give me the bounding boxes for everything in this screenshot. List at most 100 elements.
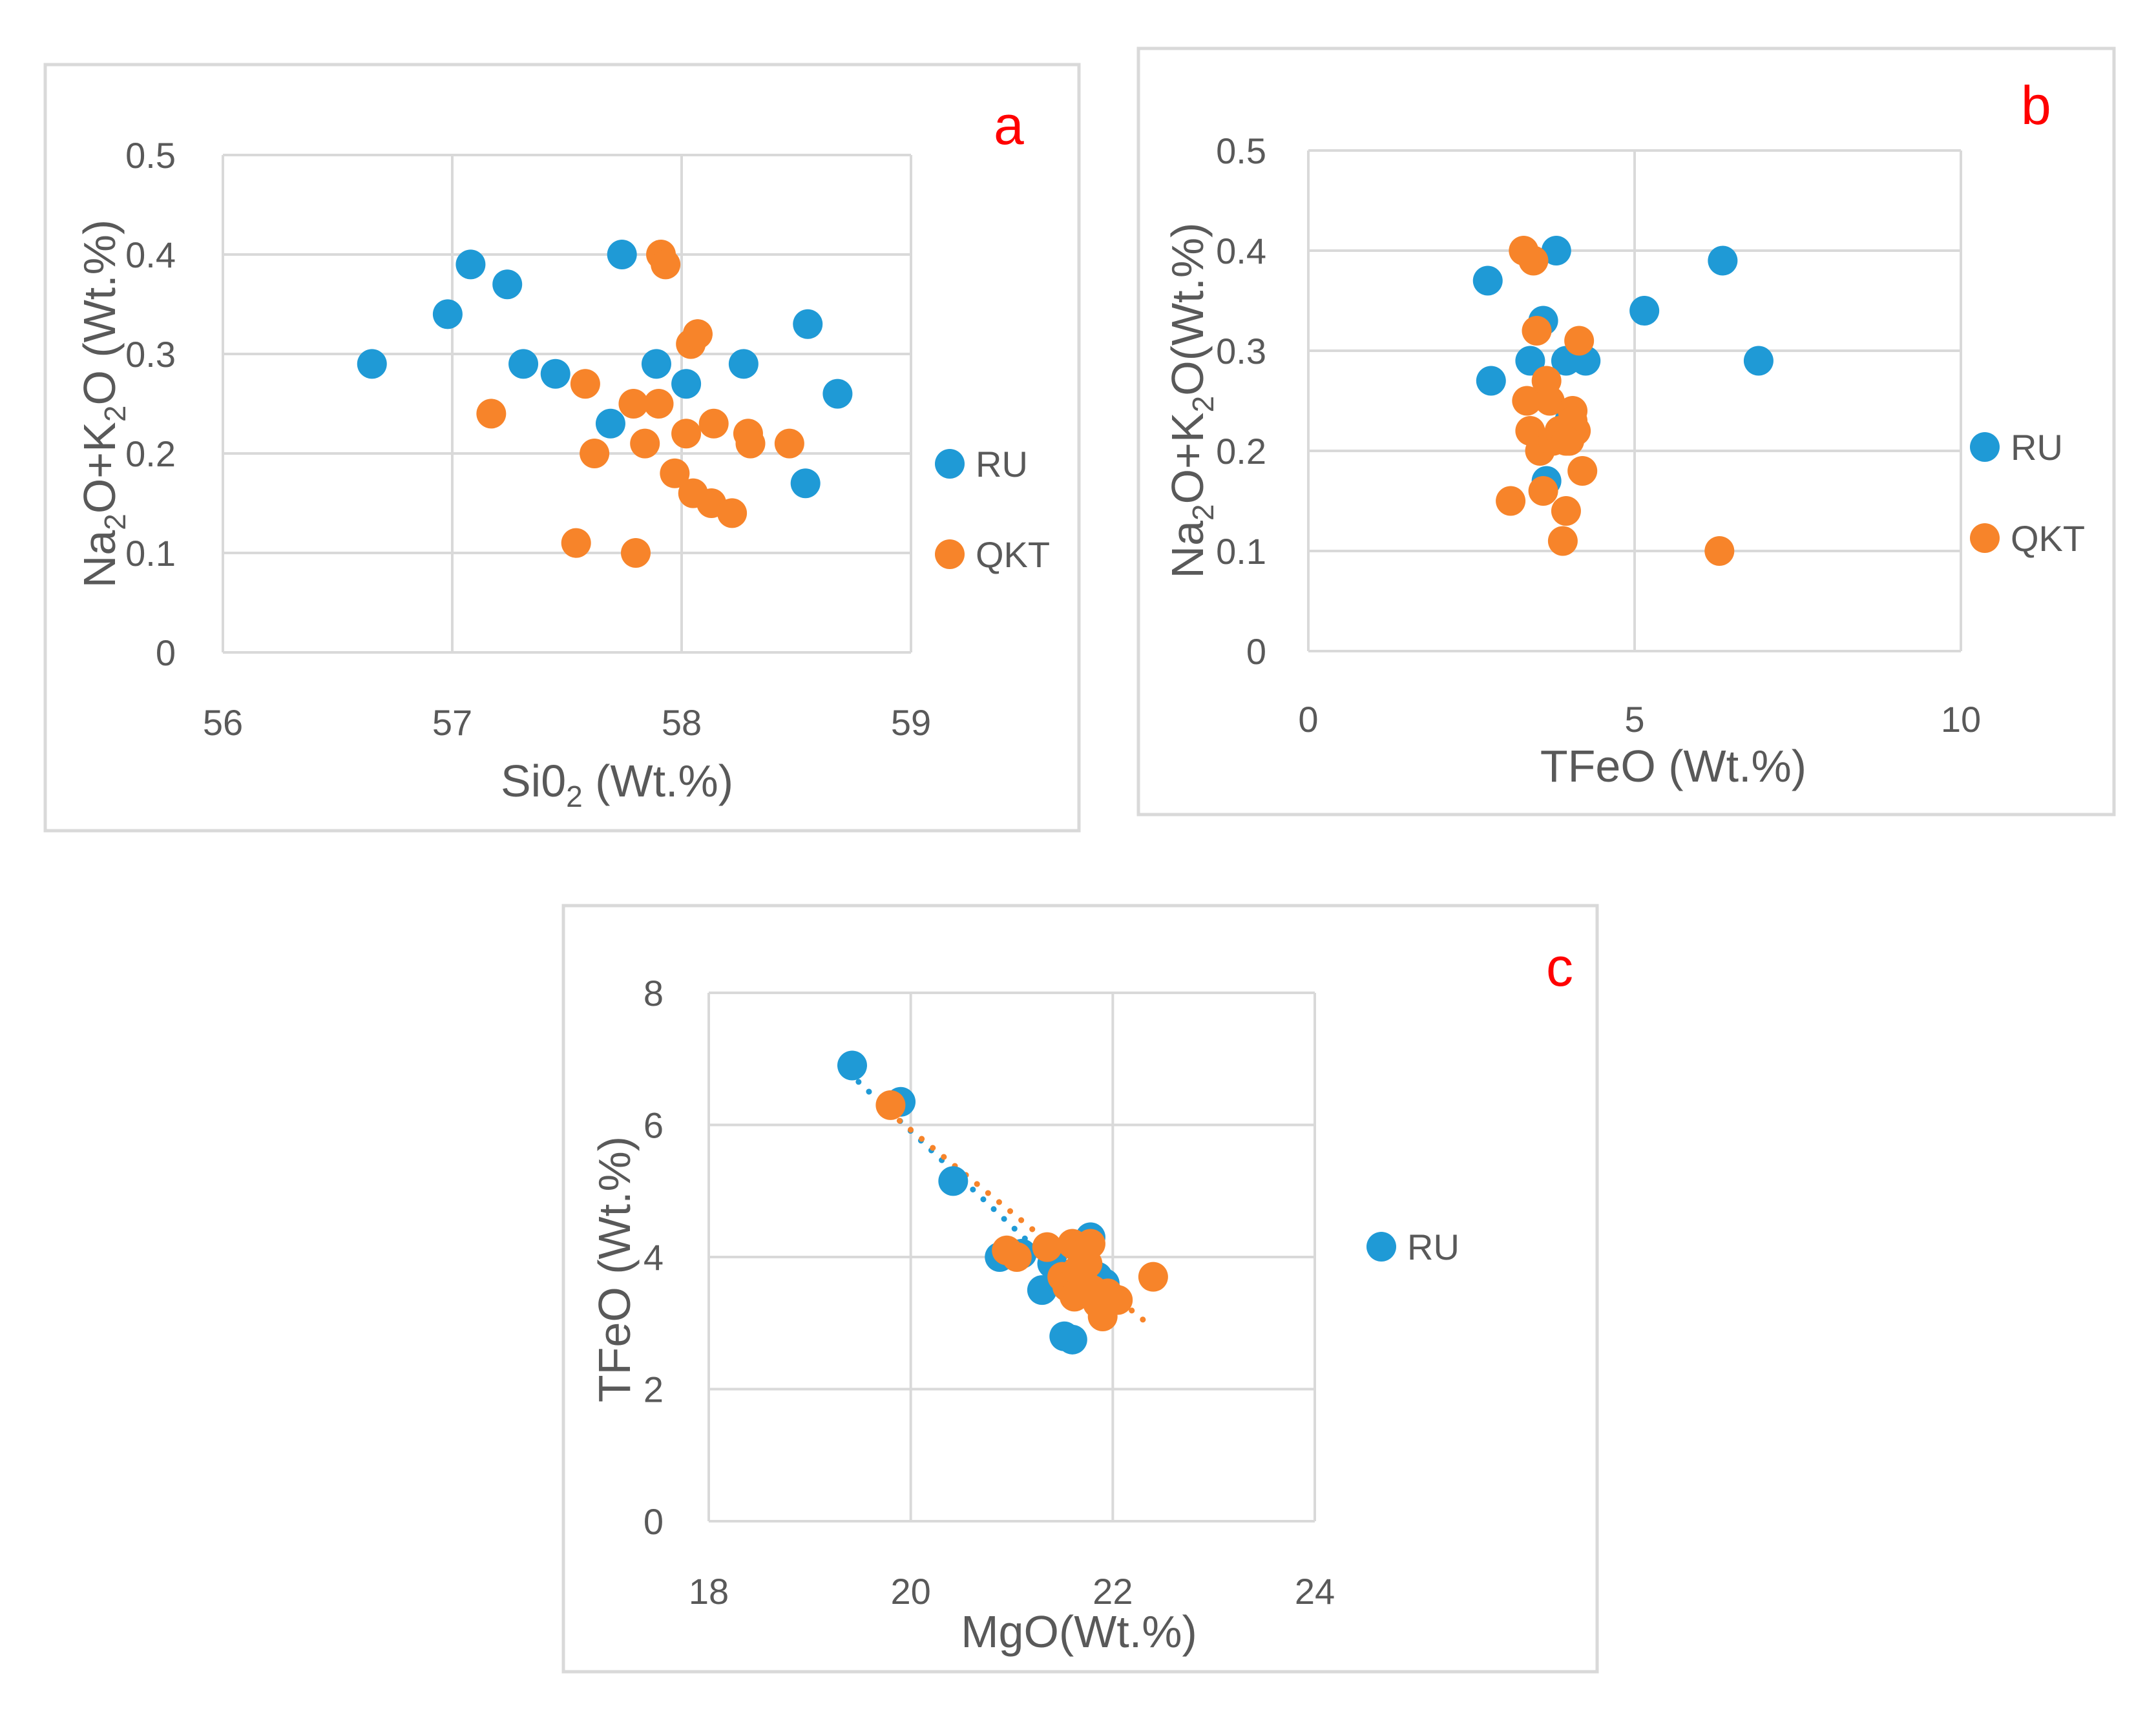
- data-point-qkt: [1567, 456, 1598, 486]
- data-point-ru: [938, 1166, 968, 1196]
- data-point-qkt: [476, 399, 507, 429]
- data-point-ru: [357, 349, 387, 379]
- data-point-qkt: [621, 538, 651, 568]
- legend-marker-qkt: [1970, 523, 2000, 553]
- data-point-ru: [432, 299, 463, 329]
- data-point-qkt: [561, 528, 591, 558]
- data-point-qkt: [1518, 245, 1549, 276]
- panel-a-letter: a: [994, 95, 1024, 156]
- x-tick-label: 10: [1941, 699, 1981, 740]
- data-point-qkt: [644, 389, 674, 419]
- data-point-ru: [492, 269, 523, 300]
- data-point-ru: [1515, 346, 1545, 376]
- data-point-qkt: [1522, 316, 1552, 346]
- y-tick-label: 0: [644, 1501, 664, 1542]
- y-tick-label: 0.5: [125, 135, 176, 176]
- data-point-qkt: [671, 419, 702, 449]
- data-point-qkt: [875, 1090, 906, 1120]
- data-point-ru: [607, 240, 637, 269]
- data-point-ru: [1472, 265, 1503, 296]
- y-tick-label: 0.3: [125, 334, 176, 375]
- data-point-qkt: [1496, 486, 1526, 516]
- y-tick-label: 0.1: [125, 533, 176, 574]
- data-point-qkt: [570, 369, 600, 399]
- data-point-qkt: [651, 249, 681, 280]
- data-point-qkt: [1551, 426, 1581, 456]
- data-point-ru: [671, 369, 702, 399]
- legend-label-ru: RU: [976, 444, 1028, 484]
- data-point-ru: [508, 349, 539, 379]
- series-qkt: [875, 1090, 1168, 1332]
- data-point-qkt: [698, 408, 729, 439]
- legend-marker-ru: [1970, 432, 2000, 462]
- data-point-ru: [837, 1050, 867, 1081]
- data-point-ru: [455, 249, 486, 280]
- legend-marker-ru: [1366, 1232, 1396, 1262]
- data-point-ru: [595, 408, 625, 439]
- data-point-qkt: [630, 428, 660, 459]
- legend: RU QKT: [935, 444, 1050, 575]
- data-point-qkt: [682, 319, 713, 349]
- y-tick-label: 0.4: [125, 234, 176, 275]
- x-tick-label: 24: [1295, 1571, 1335, 1612]
- y-tick-label: 6: [644, 1105, 664, 1146]
- data-point-qkt: [1001, 1242, 1032, 1272]
- data-point-qkt: [1704, 536, 1735, 566]
- data-point-qkt: [1075, 1229, 1105, 1259]
- data-point-ru: [1743, 346, 1774, 376]
- panel-b-frame: [1136, 47, 2116, 816]
- legend-label-ru: RU: [1407, 1227, 1460, 1267]
- legend-label-qkt: QKT: [976, 534, 1050, 575]
- x-tick-label: 22: [1093, 1571, 1133, 1612]
- data-point-ru: [1476, 366, 1506, 396]
- x-tick-label: 18: [689, 1571, 729, 1612]
- data-point-qkt: [1103, 1285, 1133, 1315]
- y-tick-label: 0.3: [1216, 331, 1266, 371]
- panel-c-letter: c: [1546, 937, 1573, 997]
- y-tick-label: 2: [644, 1369, 664, 1410]
- x-axis-title: Si02 (Wt.%): [501, 756, 733, 813]
- x-tick-label: 58: [662, 702, 702, 743]
- data-point-qkt: [735, 428, 766, 459]
- x-tick-label: 59: [891, 702, 931, 743]
- legend: RU: [1366, 1227, 1460, 1267]
- y-tick-label: 0.5: [1216, 130, 1266, 171]
- y-axis-title: Na2O+K2O (Wt.%): [74, 220, 132, 588]
- data-point-ru: [641, 349, 671, 379]
- data-point-qkt: [1138, 1262, 1168, 1292]
- x-tick-label: 57: [432, 702, 472, 743]
- data-point-qkt: [1032, 1232, 1062, 1262]
- gridlines: [1308, 149, 1962, 651]
- series-qkt: [1496, 236, 1735, 566]
- data-point-ru: [1708, 245, 1738, 276]
- legend-marker-qkt: [935, 539, 965, 569]
- data-point-ru: [790, 468, 821, 499]
- x-tick-label: 5: [1624, 699, 1644, 740]
- data-point-ru: [1057, 1324, 1087, 1355]
- data-point-qkt: [660, 458, 690, 488]
- data-point-qkt: [1528, 476, 1558, 506]
- panel-b-letter: b: [2021, 75, 2051, 136]
- data-point-qkt: [618, 389, 649, 419]
- legend: RU QKT: [1970, 427, 2085, 559]
- y-axis-title: TFeO (Wt.%): [589, 1136, 640, 1402]
- panel-a-frame: [43, 63, 1081, 833]
- series-ru: [357, 240, 853, 499]
- chart-panel-b: b 0 0.1 0.2 0.3 0.4 0.5 0 5 10 TFeO (Wt.%) Na2O+K2…: [1136, 47, 2116, 816]
- data-point-ru: [1629, 296, 1660, 326]
- data-point-qkt: [1512, 386, 1542, 416]
- y-tick-label: 8: [644, 973, 664, 1013]
- data-point-ru: [540, 359, 570, 389]
- y-tick-label: 0.2: [125, 433, 176, 474]
- data-point-qkt: [580, 439, 610, 468]
- data-point-ru: [728, 349, 759, 379]
- legend-label-ru: RU: [2011, 427, 2063, 468]
- y-tick-label: 0: [1246, 631, 1266, 672]
- data-point-qkt: [1564, 326, 1595, 356]
- x-axis-title: MgO(Wt.%): [961, 1606, 1197, 1657]
- y-tick-label: 0.4: [1216, 231, 1266, 271]
- y-tick-label: 0.2: [1216, 431, 1266, 472]
- y-tick-label: 4: [644, 1237, 664, 1278]
- y-axis-title: Na2O+K2O(Wt.%): [1162, 223, 1220, 579]
